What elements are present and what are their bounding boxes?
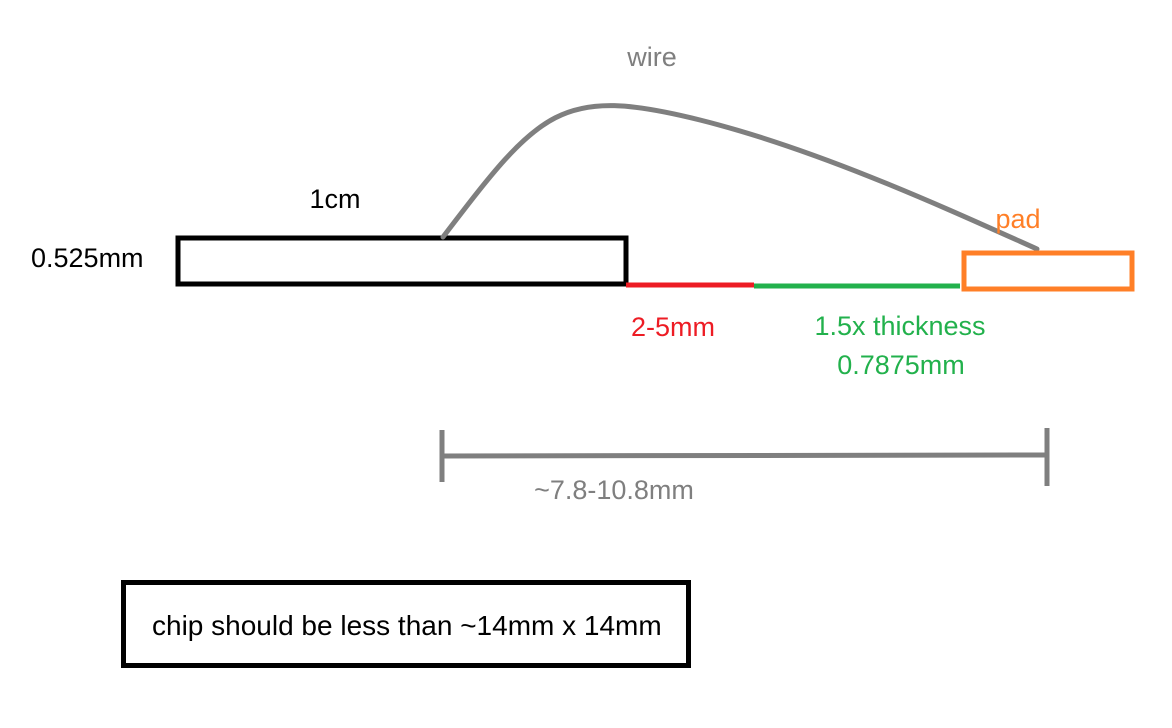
pad-label: pad (995, 204, 1041, 234)
wire-label: wire (627, 42, 677, 72)
pad-rect (961, 250, 1135, 292)
gap-green-label-line2: 0.7875mm (837, 350, 965, 380)
chip-length-label: 1cm (309, 184, 361, 214)
span-label: ~7.8-10.8mm (534, 475, 694, 505)
gap-green-label-line1: 1.5x thickness (814, 311, 986, 341)
wire-curve (440, 103, 1040, 252)
chip-rect (175, 235, 629, 287)
note-box (121, 580, 691, 668)
note-text: chip should be less than ~14mm x 14mm (152, 610, 662, 641)
chip-thickness-label: 0.525mm (31, 243, 144, 273)
dimension-line (441, 452, 1047, 459)
gap-red-label: 2-5mm (630, 312, 716, 342)
